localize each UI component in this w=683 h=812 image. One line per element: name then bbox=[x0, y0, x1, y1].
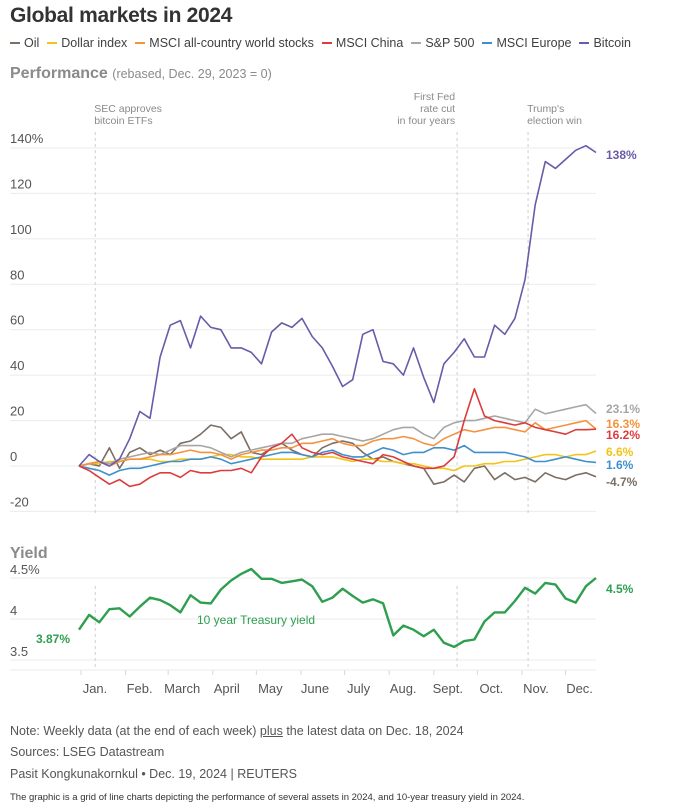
x-tick-label: Sept. bbox=[433, 681, 463, 696]
end-label-msci-china: 16.2% bbox=[606, 428, 640, 442]
legend-item-msci-all-country-world-stocks: MSCI all-country world stocks bbox=[135, 36, 314, 50]
legend-label: Dollar index bbox=[61, 36, 128, 50]
legend-swatch bbox=[482, 42, 493, 44]
end-label-msci-europe: 1.6% bbox=[606, 458, 634, 472]
annotation-text: First Fed bbox=[414, 91, 456, 103]
perf-y-tick-label: 60 bbox=[10, 313, 24, 328]
x-tick-label: Jan. bbox=[83, 681, 108, 696]
end-label-oil: -4.7% bbox=[606, 475, 638, 489]
chart-legend: Oil Dollar index MSCI all-country world st… bbox=[10, 36, 631, 50]
legend-item-msci-china: MSCI China bbox=[321, 36, 404, 50]
chart-canvas: -20 0 20 40 60 80 100 120 140% SEC approvesbitcoi… bbox=[10, 91, 640, 696]
series-line-s-p-500 bbox=[78, 403, 597, 467]
note-underlined: plus bbox=[259, 724, 283, 738]
annotation-text: bitcoin ETFs bbox=[94, 115, 152, 127]
perf-y-tick-label: 80 bbox=[10, 267, 24, 282]
annotation-text: in four years bbox=[397, 115, 455, 127]
footer-note: Note: Weekly data (at the end of each we… bbox=[10, 724, 464, 738]
yield-section-title: Yield bbox=[10, 545, 48, 562]
footer-byline: Pasit Kongkunakornkul • Dec. 19, 2024 | … bbox=[10, 767, 297, 781]
perf-y-tick-label: 20 bbox=[10, 404, 24, 419]
annotation-text: election win bbox=[527, 115, 582, 127]
perf-y-tick-label: 140% bbox=[10, 131, 44, 146]
x-tick-label: Nov. bbox=[523, 681, 549, 696]
legend-swatch bbox=[10, 42, 20, 44]
legend-item-oil: Oil bbox=[10, 36, 39, 50]
performance-section-title: Performance (rebased, Dec. 29, 2023 = 0) bbox=[10, 65, 272, 83]
legend-item-dollar-index: Dollar index bbox=[47, 36, 127, 50]
legend-label: S&P 500 bbox=[425, 36, 475, 50]
x-tick-label: April bbox=[214, 681, 240, 696]
x-tick-label: Feb. bbox=[127, 681, 153, 696]
legend-swatch bbox=[321, 42, 332, 44]
legend-label: Oil bbox=[24, 36, 40, 50]
footer-sources: Sources: LSEG Datastream bbox=[10, 745, 165, 759]
end-label-s-p-500: 23.1% bbox=[606, 402, 640, 416]
x-tick-label: Dec. bbox=[566, 681, 593, 696]
yield-end-label: 4.5% bbox=[606, 582, 634, 596]
legend-swatch bbox=[579, 42, 590, 44]
x-tick-label: Oct. bbox=[479, 681, 503, 696]
performance-title: Performance bbox=[10, 65, 108, 82]
perf-y-tick-label: -20 bbox=[10, 494, 29, 509]
end-label-bitcoin: 138% bbox=[606, 148, 637, 162]
series-line-msci-china bbox=[78, 387, 597, 488]
x-tick-label: May bbox=[258, 681, 283, 696]
yield-start-label: 3.87% bbox=[36, 632, 70, 646]
perf-y-tick-label: 0 bbox=[10, 449, 17, 464]
yield-y-tick-label: 4 bbox=[10, 603, 17, 618]
note-suffix: the latest data on Dec. 18, 2024 bbox=[282, 724, 464, 738]
series-line-10-year-treasury-yield bbox=[78, 567, 597, 649]
perf-y-tick-label: 120 bbox=[10, 176, 32, 191]
legend-label: MSCI Europe bbox=[496, 36, 572, 50]
annotation-text: rate cut bbox=[420, 103, 455, 115]
perf-y-tick-label: 100 bbox=[10, 222, 32, 237]
legend-swatch bbox=[47, 42, 58, 44]
legend-item-bitcoin: Bitcoin bbox=[579, 36, 631, 50]
legend-item-s-p-500: S&P 500 bbox=[411, 36, 474, 50]
annotation-text: SEC approves bbox=[94, 103, 162, 115]
performance-subtitle: (rebased, Dec. 29, 2023 = 0) bbox=[112, 67, 272, 81]
legend-swatch bbox=[135, 42, 146, 44]
legend-label: MSCI China bbox=[335, 36, 404, 50]
series-line-dollar-index bbox=[78, 450, 597, 472]
annotation-text: Trump's bbox=[527, 103, 564, 115]
end-label-msci-all-country-world-stocks: 16.3% bbox=[606, 417, 640, 431]
yield-y-tick-label: 3.5 bbox=[10, 644, 28, 659]
legend-label: MSCI all-country world stocks bbox=[149, 36, 314, 50]
perf-y-tick-label: 40 bbox=[10, 358, 24, 373]
x-tick-label: June bbox=[301, 681, 329, 696]
end-label-dollar-index: 6.6% bbox=[606, 445, 634, 459]
note-prefix: Note: Weekly data (at the end of each we… bbox=[10, 724, 260, 738]
x-tick-label: July bbox=[347, 681, 371, 696]
x-tick-label: March bbox=[164, 681, 200, 696]
series-line-bitcoin bbox=[78, 144, 597, 467]
legend-label: Bitcoin bbox=[593, 36, 631, 50]
series-line-msci-all-country-world-stocks bbox=[78, 419, 597, 467]
yield-y-tick-label: 4.5% bbox=[10, 562, 40, 577]
yield-series-label: 10 year Treasury yield bbox=[197, 613, 315, 627]
series-line-msci-europe bbox=[78, 444, 597, 476]
page-title: Global markets in 2024 bbox=[10, 4, 233, 27]
legend-item-msci-europe: MSCI Europe bbox=[482, 36, 571, 50]
legend-swatch bbox=[411, 42, 422, 44]
footer-caption: The graphic is a grid of line charts dep… bbox=[10, 792, 525, 803]
x-tick-label: Aug. bbox=[390, 681, 417, 696]
